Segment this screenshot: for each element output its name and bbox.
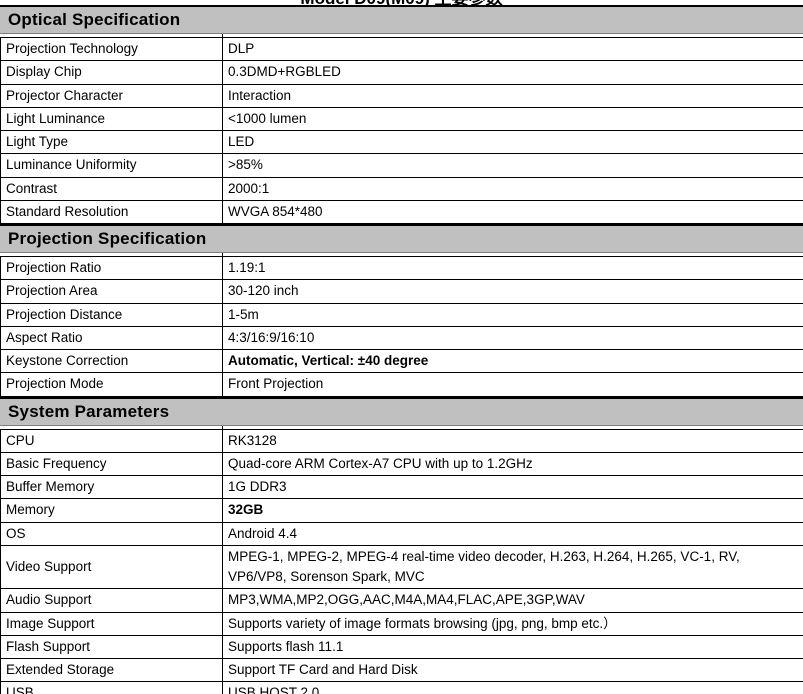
spec-label: OS (0, 521, 223, 546)
section-title: System Parameters (8, 401, 170, 421)
spec-section-2: System Parameters CPU RK3128 Basic Frequ… (0, 396, 803, 694)
spec-label: Luminance Uniformity (0, 153, 223, 178)
spec-value: Interaction (222, 83, 803, 108)
section-spacer-row (0, 253, 803, 257)
spec-value: USB HOST 2.0 (222, 681, 803, 694)
table-row: Standard Resolution WVGA 854*480 (0, 199, 803, 225)
spec-value: Automatic, Vertical: ±40 degree (222, 348, 803, 374)
spec-value: Support TF Card and Hard Disk (222, 657, 803, 683)
table-row: Audio Support MP3,WMA,MP2,OGG,AAC,M4A,MA… (0, 588, 803, 613)
table-row: Projection Technology DLP (0, 36, 803, 62)
spec-section-1: Projection Specification Projection Rati… (0, 224, 803, 397)
spec-value: 30-120 inch (222, 279, 803, 304)
section-title: Optical Specification (8, 10, 181, 29)
table-row: Projection Area 30-120 inch (0, 279, 803, 304)
spec-label: Image Support (0, 611, 223, 636)
spec-value: RK3128 (222, 428, 803, 453)
spec-label: Contrast (0, 176, 223, 201)
table-row: Aspect Ratio 4:3/16:9/16:10 (0, 325, 803, 351)
table-row: Video Support MPEG-1, MPEG-2, MPEG-4 rea… (0, 544, 803, 590)
table-row: Memory 32GB (0, 498, 803, 523)
section-rows-table: Projection Ratio 1.19:1 Projection Area … (0, 253, 803, 397)
table-row: Projection Mode Front Projection (0, 372, 803, 397)
spec-label: Projection Technology (0, 36, 223, 62)
spec-label: Light Type (0, 129, 223, 155)
spec-label: Audio Support (0, 588, 223, 613)
spec-value: Front Projection (222, 372, 803, 397)
spec-value: DLP (222, 36, 803, 62)
spec-label: Display Chip (0, 60, 223, 85)
spec-label: Projection Area (0, 279, 223, 304)
spec-value: >85% (222, 153, 803, 178)
spec-value: 1.19:1 (222, 255, 803, 281)
section-header: Projection Specification (0, 224, 803, 253)
page-title-clipped: Model D09(M09) 主要参数 (0, 0, 803, 5)
section-spacer-row (0, 425, 803, 429)
spec-value: Supports flash 11.1 (222, 634, 803, 660)
spec-label: Video Support (0, 544, 223, 590)
spec-value: 1G DDR3 (222, 474, 803, 500)
table-row: Contrast 2000:1 (0, 176, 803, 201)
table-row: Light Type LED (0, 129, 803, 155)
spec-value: MP3,WMA,MP2,OGG,AAC,M4A,MA4,FLAC,APE,3GP… (222, 588, 803, 613)
spec-label: Buffer Memory (0, 474, 223, 500)
spec-label: Standard Resolution (0, 199, 223, 225)
table-row: Projection Ratio 1.19:1 (0, 255, 803, 281)
table-row: USB USB HOST 2.0 (0, 681, 803, 694)
section-header: Optical Specification (0, 5, 803, 34)
spec-label: Keystone Correction (0, 348, 223, 374)
spec-value: WVGA 854*480 (222, 199, 803, 225)
spec-value: MPEG-1, MPEG-2, MPEG-4 real-time video d… (222, 544, 803, 590)
spec-section-0: Optical Specification Projection Technol… (0, 5, 803, 225)
table-row: Projector Character Interaction (0, 83, 803, 108)
spec-value: Supports variety of image formats browsi… (222, 611, 803, 636)
spec-value: 4:3/16:9/16:10 (222, 325, 803, 351)
spec-label: Basic Frequency (0, 451, 223, 477)
spec-value: 32GB (222, 498, 803, 523)
spec-label: Projector Character (0, 83, 223, 108)
spec-value: LED (222, 129, 803, 155)
spec-value: Quad-core ARM Cortex-A7 CPU with up to 1… (222, 451, 803, 477)
spec-label: Light Luminance (0, 106, 223, 132)
section-spacer-row (0, 34, 803, 38)
spec-label: Projection Mode (0, 372, 223, 397)
table-row: Image Support Supports variety of image … (0, 611, 803, 636)
spec-value: 1-5m (222, 302, 803, 327)
spec-value: 0.3DMD+RGBLED (222, 60, 803, 85)
spec-label: Extended Storage (0, 657, 223, 683)
section-rows-table: CPU RK3128 Basic Frequency Quad-core ARM… (0, 425, 803, 694)
table-row: Buffer Memory 1G DDR3 (0, 474, 803, 500)
spec-label: Flash Support (0, 634, 223, 660)
spec-label: Aspect Ratio (0, 325, 223, 351)
table-row: CPU RK3128 (0, 428, 803, 453)
section-header: System Parameters (0, 396, 803, 426)
spec-label: Memory (0, 498, 223, 523)
spec-label: CPU (0, 428, 223, 453)
spec-label: USB (0, 681, 223, 694)
table-row: Luminance Uniformity >85% (0, 153, 803, 178)
table-row: Flash Support Supports flash 11.1 (0, 634, 803, 660)
spec-label: Projection Distance (0, 302, 223, 327)
spec-table: Optical Specification Projection Technol… (0, 5, 803, 694)
spec-value: Android 4.4 (222, 521, 803, 546)
section-rows-table: Projection Technology DLP Display Chip 0… (0, 34, 803, 225)
spec-value: 2000:1 (222, 176, 803, 201)
table-row: Display Chip 0.3DMD+RGBLED (0, 60, 803, 85)
table-row: Light Luminance <1000 lumen (0, 106, 803, 132)
table-row: Basic Frequency Quad-core ARM Cortex-A7 … (0, 451, 803, 477)
spec-value: <1000 lumen (222, 106, 803, 132)
table-row: OS Android 4.4 (0, 521, 803, 546)
section-title: Projection Specification (8, 229, 207, 248)
table-row: Projection Distance 1-5m (0, 302, 803, 327)
table-row: Extended Storage Support TF Card and Har… (0, 657, 803, 683)
table-row: Keystone Correction Automatic, Vertical:… (0, 348, 803, 374)
page-title: Model D09(M09) 主要参数 (300, 0, 502, 5)
spec-label: Projection Ratio (0, 255, 223, 281)
